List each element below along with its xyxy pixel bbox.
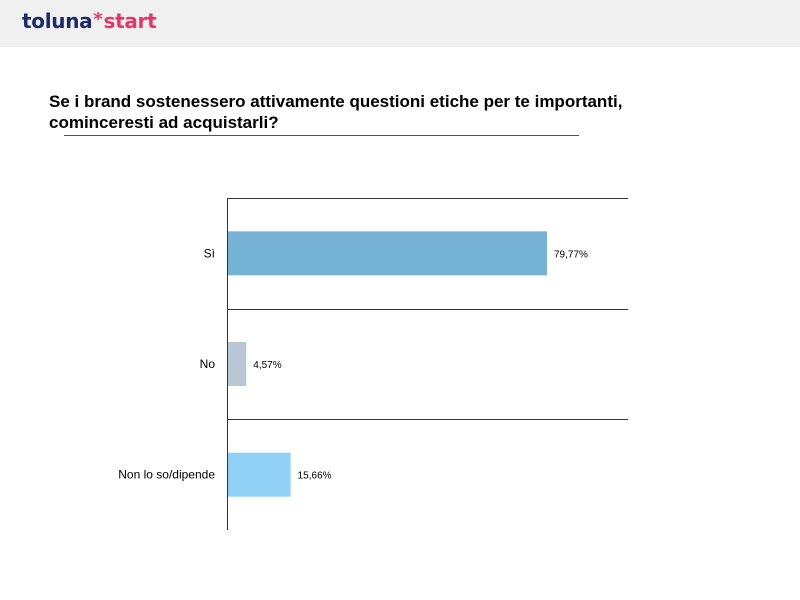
logo-primary-text: toluna — [22, 9, 93, 33]
category-label: Sì — [204, 246, 215, 260]
chart-question-title: Se i brand sostenessero attivamente ques… — [49, 92, 623, 132]
bar — [228, 231, 547, 276]
logo-secondary-text: start — [103, 9, 157, 33]
app-header: toluna*start — [0, 0, 800, 47]
data-label: 79,77% — [554, 249, 588, 260]
data-label: 4,57% — [253, 360, 281, 371]
toluna-start-logo: toluna*start — [22, 9, 157, 33]
title-divider — [64, 135, 579, 136]
data-label: 15,66% — [298, 471, 332, 482]
category-label: No — [200, 357, 216, 371]
bar — [228, 342, 247, 386]
category-label: Non lo so/dipende — [118, 468, 215, 482]
bar — [228, 452, 291, 497]
logo-star-icon: * — [93, 9, 103, 30]
